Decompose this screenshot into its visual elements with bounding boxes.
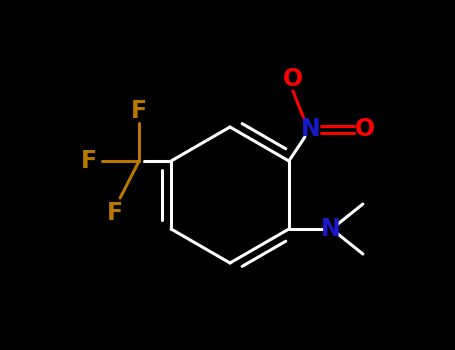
Text: F: F [81, 149, 97, 173]
Text: N: N [321, 217, 341, 241]
Text: F: F [131, 99, 147, 123]
Text: F: F [107, 201, 123, 225]
Text: N: N [301, 117, 321, 141]
Text: O: O [355, 117, 375, 141]
Text: O: O [283, 67, 303, 91]
